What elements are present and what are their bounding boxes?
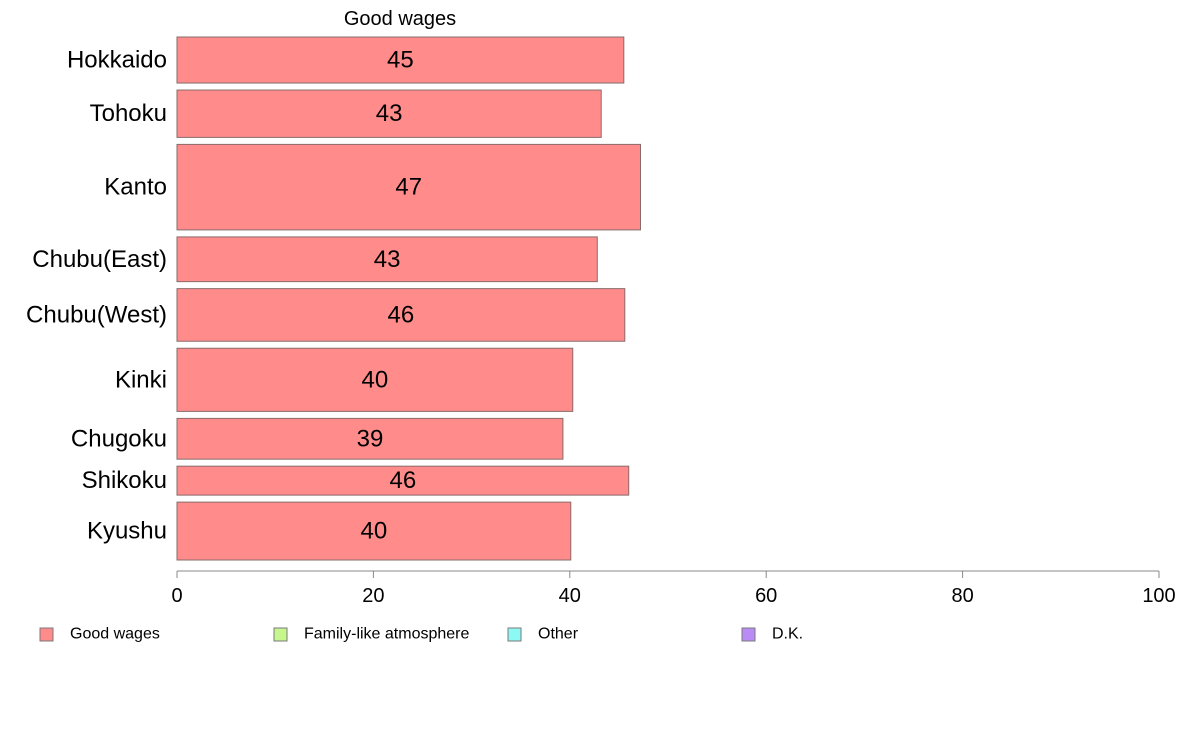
category-label: Tohoku xyxy=(90,100,167,127)
category-label: Kanto xyxy=(104,174,167,201)
bar xyxy=(176,89,602,138)
bars-group: Hokkaido 45 Tohoku 43 Kanto 47 Chubu(East) 43 Ch… xyxy=(26,36,642,561)
data-label: 47 xyxy=(395,174,422,201)
data-label: 43 xyxy=(374,246,401,273)
legend-label: Good wages xyxy=(70,626,160,643)
legend-swatch xyxy=(273,627,288,642)
legend-label: Other xyxy=(538,626,579,643)
category-label: Kyushu xyxy=(87,518,167,545)
legend: Good wages Family-like atmosphere Other D.K… xyxy=(39,626,803,643)
bar xyxy=(176,143,642,231)
legend-swatch xyxy=(507,627,522,642)
data-label: 45 xyxy=(387,47,414,74)
data-label: 40 xyxy=(362,366,389,393)
chart-title: Good wages xyxy=(344,8,456,30)
category-label: Shikoku xyxy=(82,467,167,494)
x-tick-label: 100 xyxy=(1142,585,1175,607)
data-label: 43 xyxy=(376,100,403,127)
data-label: 46 xyxy=(390,467,417,494)
data-label: 46 xyxy=(388,301,415,328)
data-label: 39 xyxy=(357,425,384,452)
legend-label: Family-like atmosphere xyxy=(304,626,469,643)
x-tick-label: 60 xyxy=(755,585,777,607)
x-tick-label: 0 xyxy=(171,585,182,607)
x-tick-label: 80 xyxy=(951,585,973,607)
bar xyxy=(176,36,625,84)
x-tick-label: 20 xyxy=(362,585,384,607)
data-label: 40 xyxy=(361,518,388,545)
legend-swatch xyxy=(39,627,54,642)
x-tick-label: 40 xyxy=(559,585,581,607)
category-label: Kinki xyxy=(115,366,167,393)
bar xyxy=(176,236,598,283)
legend-swatch xyxy=(741,627,756,642)
bar xyxy=(176,501,572,561)
legend-label: D.K. xyxy=(772,626,803,643)
category-label: Hokkaido xyxy=(67,47,167,74)
bar xyxy=(176,288,626,342)
bar xyxy=(176,347,574,412)
category-label: Chubu(West) xyxy=(26,301,167,328)
bar xyxy=(176,417,564,460)
category-label: Chubu(East) xyxy=(32,246,167,273)
x-axis: 0 20 40 60 80 100 xyxy=(171,570,1176,607)
category-label: Chugoku xyxy=(71,425,167,452)
bar xyxy=(176,465,630,496)
